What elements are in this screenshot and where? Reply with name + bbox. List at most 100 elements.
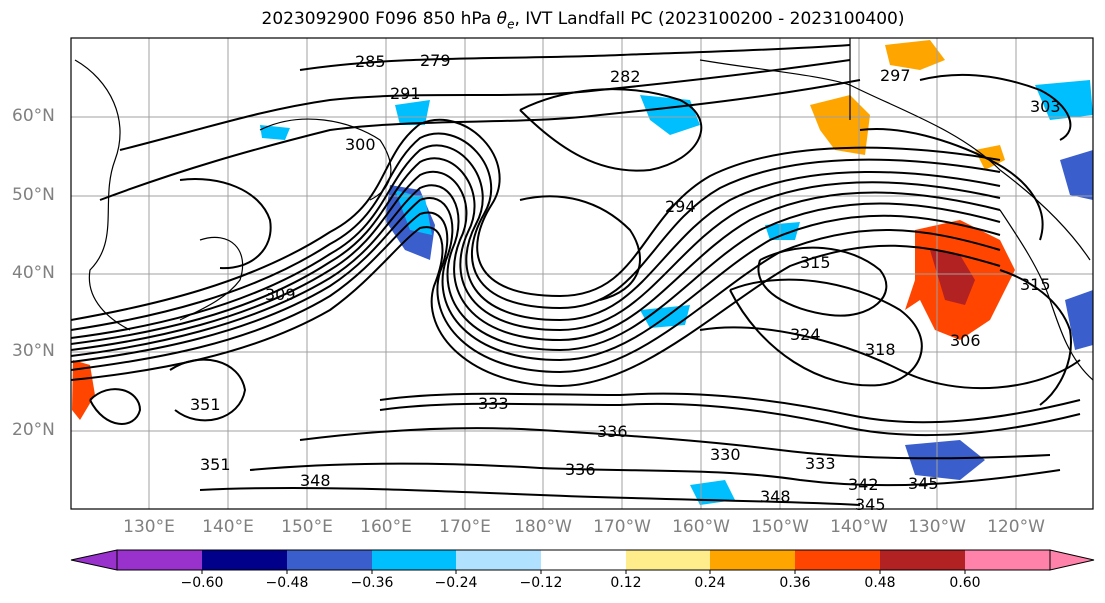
contour-line: [71, 144, 1001, 339]
contour-label: 348: [300, 471, 331, 490]
lat-label: 30°N: [12, 341, 55, 361]
map-title: 2023092900 F096 850 hPa θe, IVT Landfall…: [261, 9, 905, 32]
lon-label: 180°W: [514, 517, 572, 537]
colorbar-swatch: [456, 550, 541, 570]
contour-label: 342: [848, 475, 879, 494]
contour-line: [757, 246, 888, 317]
contour-line: [71, 157, 1001, 345]
contour-line: [71, 132, 1001, 331]
shading-negative-patch: [640, 95, 700, 135]
contour-line: [379, 402, 1081, 436]
shading-layer: [72, 40, 1093, 505]
lon-label: 150°W: [751, 517, 809, 537]
lon-label: 170°E: [439, 517, 491, 537]
colorbar-swatch: [965, 550, 1050, 570]
lon-label: 140°W: [830, 517, 888, 537]
shading-negative-patch: [1060, 150, 1093, 200]
contour-line: [699, 326, 1081, 390]
lat-label: 60°N: [12, 106, 55, 126]
lon-label: 150°E: [281, 517, 333, 537]
contour-label: 291: [390, 84, 421, 103]
colorbar-tick-label: −0.60: [180, 575, 224, 591]
colorbar-tick-label: −0.48: [265, 575, 309, 591]
contour-label: 300: [345, 135, 376, 154]
colorbar-tick-label: 0.48: [864, 575, 896, 591]
shading-negative-patch: [765, 222, 800, 240]
coastline: [259, 118, 392, 201]
colorbar-tick-label: 0.24: [694, 575, 726, 591]
contour-line: [919, 73, 1072, 141]
contour-line: [249, 462, 1061, 487]
shading-positive-patch: [930, 250, 975, 305]
shading-positive-patch: [810, 95, 870, 155]
contour-label: 306: [950, 331, 981, 350]
contour-label: 315: [800, 253, 831, 272]
contour-line: [299, 44, 851, 71]
contour-line: [729, 278, 923, 387]
contour-label: 333: [805, 454, 836, 473]
colorbar-max-extension: [1049, 549, 1095, 571]
shading-negative-patch: [640, 305, 690, 328]
shading-negative-patch: [395, 100, 430, 125]
contour-label: 279: [420, 51, 451, 70]
shading-positive-patch: [72, 360, 95, 420]
contour-label: 336: [597, 422, 628, 441]
contour-label: 303: [1030, 97, 1061, 116]
coastline: [74, 59, 131, 331]
contour-line: [99, 79, 861, 201]
contour-label: 309: [265, 285, 296, 304]
contour-label: 333: [478, 394, 509, 413]
shading-positive-patch: [885, 40, 945, 70]
map-frame: [70, 37, 1094, 510]
colorbar-swatch: [202, 550, 287, 570]
lon-label: 170°W: [593, 517, 651, 537]
lon-label: 160°E: [360, 517, 412, 537]
contour-label: 315: [1020, 275, 1051, 294]
contour-label: 285: [355, 52, 386, 71]
contour-label: 351: [200, 455, 231, 474]
colorbar-swatch: [880, 550, 965, 570]
coastline: [179, 236, 244, 321]
colorbar-min-extension: [70, 549, 118, 571]
contour-label: 345: [908, 474, 939, 493]
shading-negative-patch: [905, 440, 985, 480]
coastline: [699, 59, 1091, 261]
contour-labels: 285 279 282 291 297 300 294 315 309 306 …: [190, 51, 1061, 514]
contour-line: [71, 118, 1001, 321]
colorbar-swatch: [117, 550, 202, 570]
colorbar-swatch: [710, 550, 795, 570]
colorbar-tick-label: 0.60: [949, 575, 981, 591]
contour-line: [71, 226, 1001, 388]
contour-label: 345: [855, 495, 886, 514]
shading-negative-patch: [395, 190, 432, 235]
contour-line: [71, 170, 1001, 351]
colorbar-tick-label: −0.36: [350, 575, 394, 591]
contour-line: [71, 184, 1001, 357]
contour-label: 282: [610, 67, 641, 86]
colorbar-swatch: [626, 550, 711, 570]
contour-line: [119, 59, 851, 151]
contour-label: 336: [565, 460, 596, 479]
graticule: [71, 38, 1093, 509]
colorbar-swatch: [795, 550, 880, 570]
contour-line: [71, 197, 1001, 363]
lon-label: 160°W: [672, 517, 730, 537]
colorbar-tick-label: 0.12: [610, 575, 642, 591]
contour-line: [169, 358, 247, 422]
lon-label: 140°E: [202, 517, 254, 537]
coastline-layer: [74, 38, 1093, 381]
contour-line: [71, 211, 1001, 374]
contour-label: 351: [190, 395, 221, 414]
lon-label: 120°W: [987, 517, 1045, 537]
colorbar-tick-label: 0.36: [779, 575, 811, 591]
contour-label: 294: [665, 197, 696, 216]
contour-label: 330: [710, 445, 741, 464]
colorbar-swatch: [372, 550, 457, 570]
shading-negative-patch: [260, 125, 290, 140]
contour-label: 324: [790, 325, 821, 344]
colorbar-swatch: [541, 550, 626, 570]
contour-line: [519, 195, 641, 301]
colorbar: [70, 549, 1095, 574]
contour-label: 297: [880, 66, 911, 85]
